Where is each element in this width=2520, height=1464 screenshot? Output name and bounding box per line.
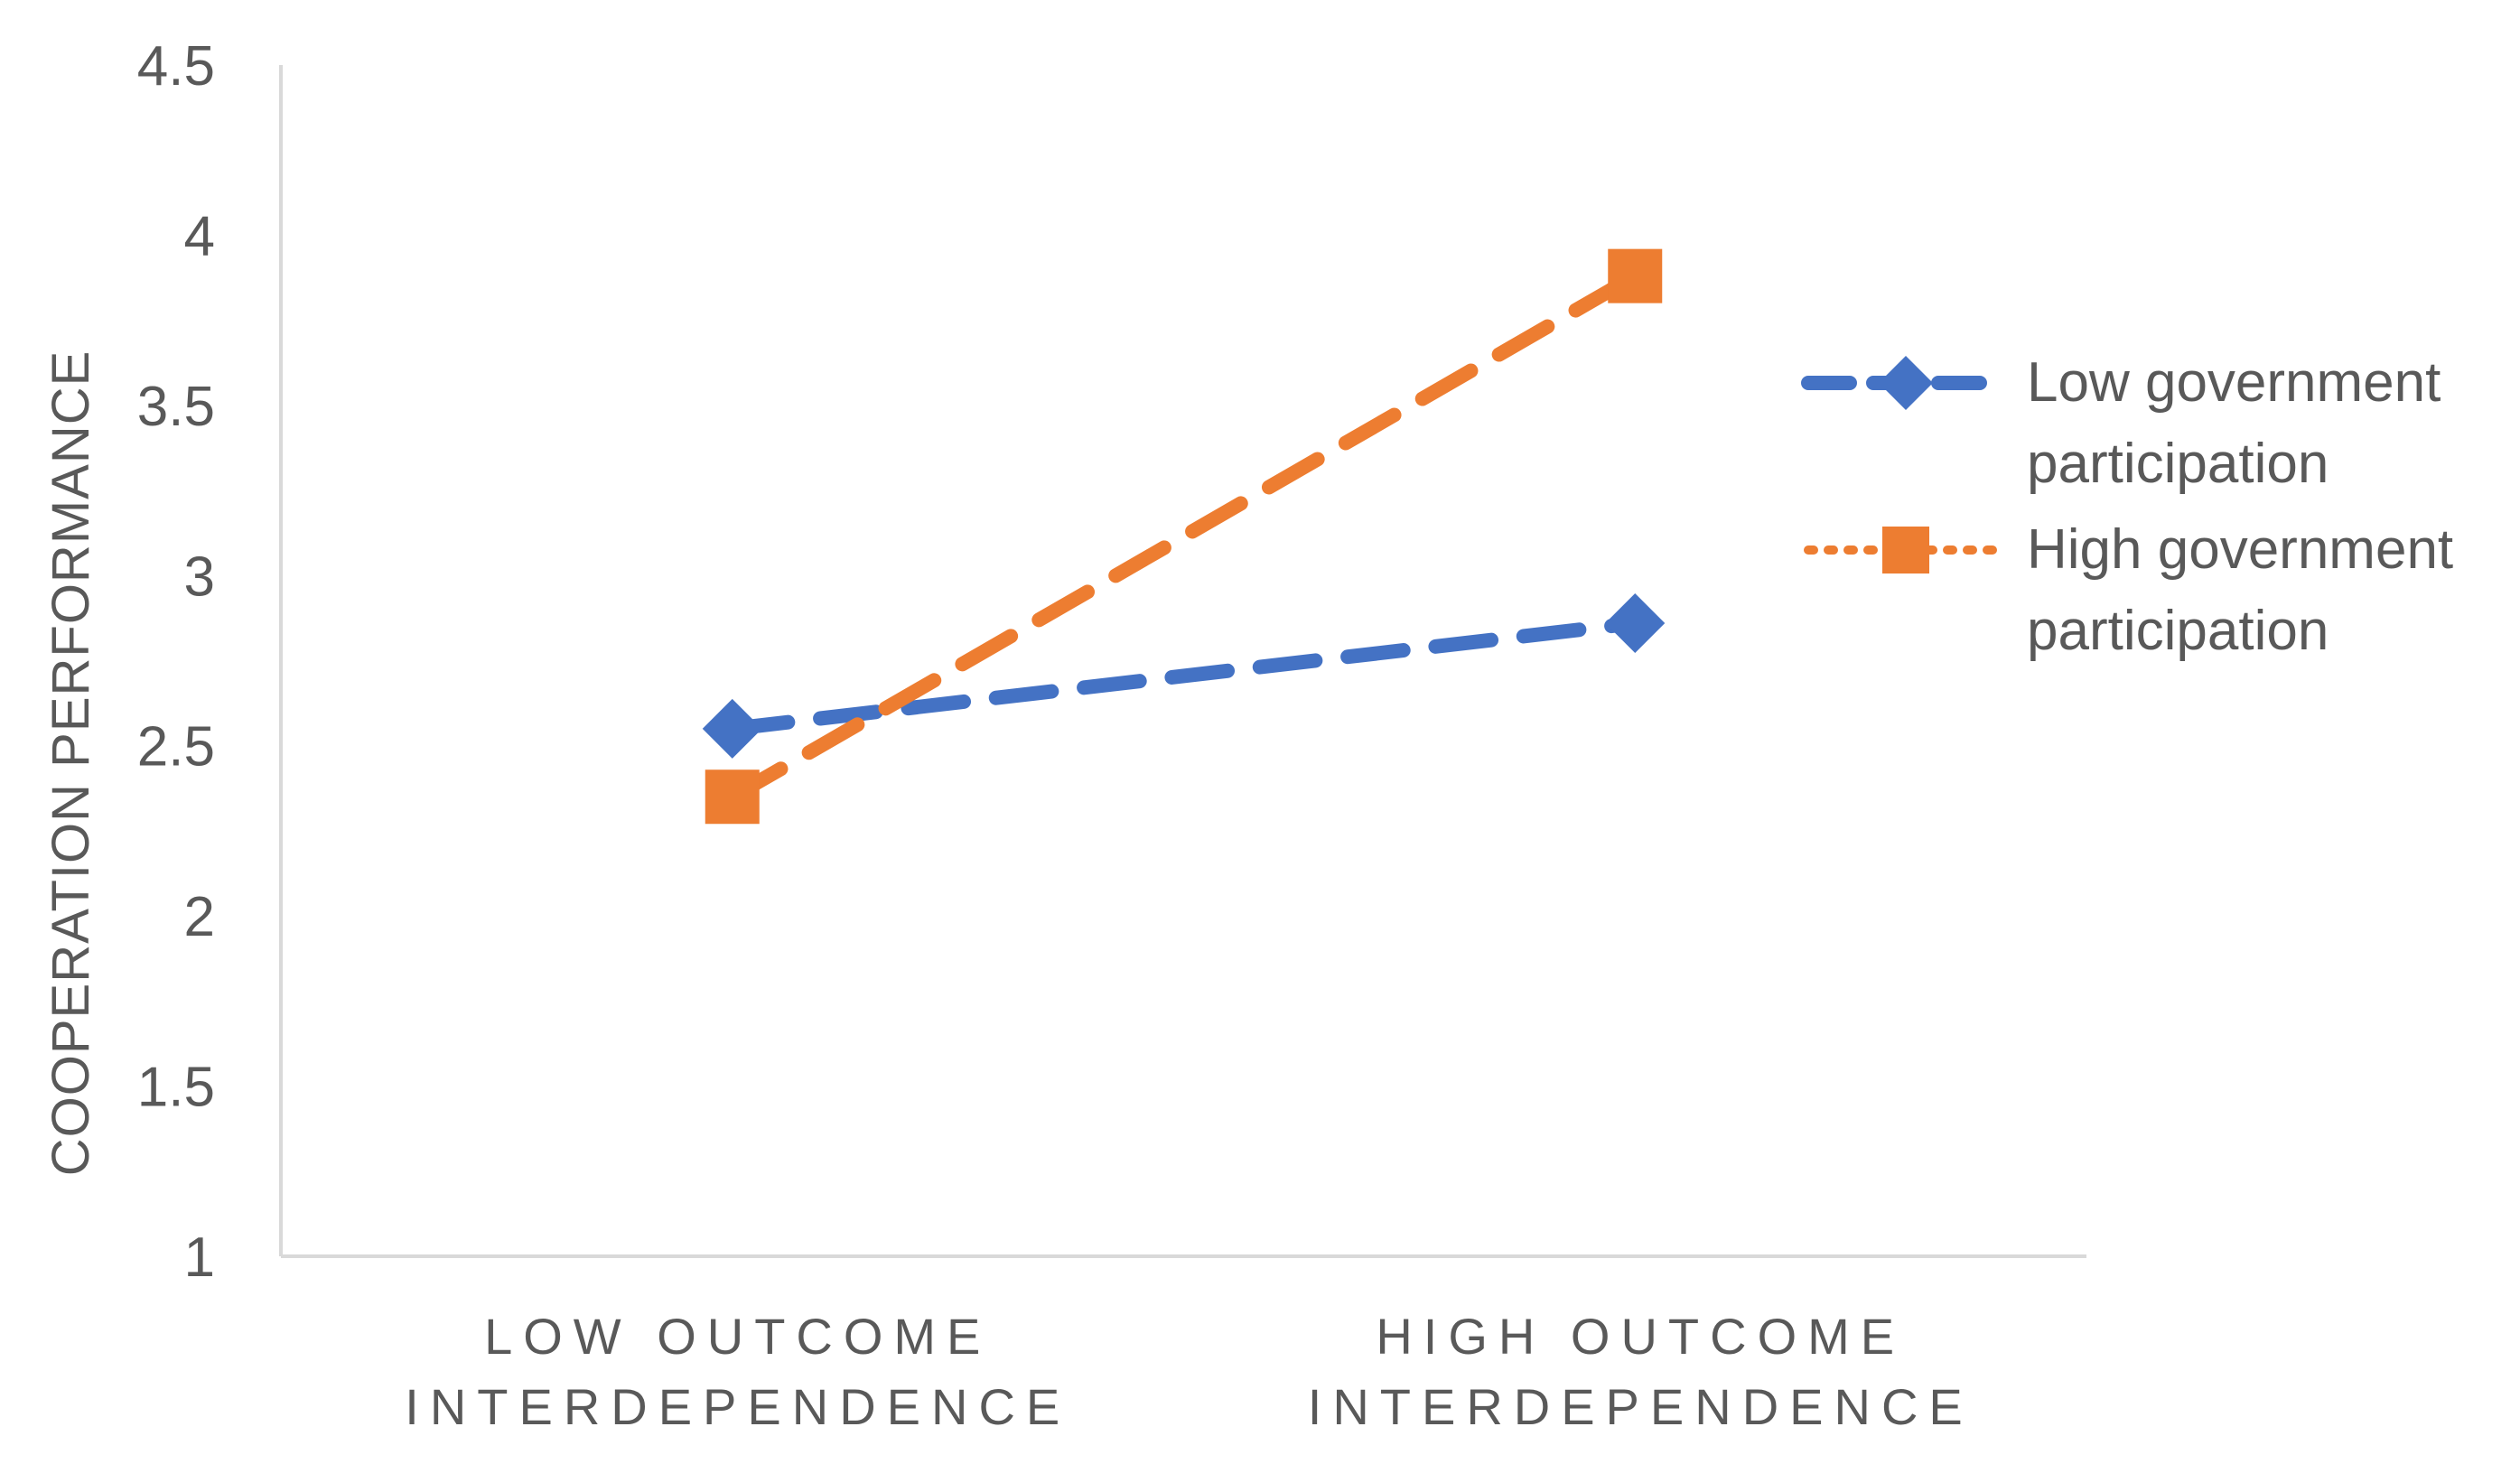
- data-point-square: [1608, 248, 1663, 303]
- x-category-label: HIGH OUTCOME: [1376, 1308, 1905, 1365]
- y-tick-label: 2.5: [137, 716, 215, 779]
- y-tick-label: 2: [184, 886, 215, 948]
- y-tick-label: 4: [184, 205, 215, 267]
- y-tick-label: 3.5: [137, 376, 215, 438]
- y-tick-label: 1: [184, 1226, 215, 1289]
- legend-marker-square: [1882, 527, 1929, 573]
- series-high-government-participation: [705, 248, 1663, 825]
- legend-item: Low government participation: [1801, 351, 2441, 495]
- x-category-label: INTERDEPENDENCE: [405, 1378, 1070, 1435]
- data-point-square: [705, 769, 760, 825]
- legend-marker-diamond: [1879, 356, 1933, 410]
- y-axis-title: COOPERATION PERFORMANCE: [42, 350, 100, 1177]
- x-category-label: LOW OUTCOME: [484, 1308, 991, 1365]
- series-line: [724, 268, 1643, 805]
- y-tick-label: 3: [184, 546, 215, 608]
- legend-label: Low government: [2027, 351, 2441, 414]
- data-point-diamond: [1605, 593, 1666, 654]
- axes: [279, 65, 2086, 1258]
- legend-item: High government participation: [1804, 518, 2453, 662]
- legend-label: participation: [2027, 600, 2329, 662]
- y-tick-label: 4.5: [137, 35, 215, 98]
- x-axis-categories: LOW OUTCOME INTERDEPENDENCE HIGH OUTCOME IN…: [405, 1308, 1974, 1435]
- y-tick-label: 1.5: [137, 1057, 215, 1119]
- legend-label: participation: [2027, 433, 2329, 495]
- data-point-diamond: [702, 698, 762, 759]
- legend-label: High government: [2027, 518, 2453, 581]
- x-category-label: INTERDEPENDENCE: [1308, 1378, 1974, 1435]
- y-axis-ticks: 1 1.5 2 2.5 3 3.5 4 4.5: [137, 35, 215, 1289]
- series-layer: [702, 248, 1666, 825]
- series-line: [724, 616, 1643, 736]
